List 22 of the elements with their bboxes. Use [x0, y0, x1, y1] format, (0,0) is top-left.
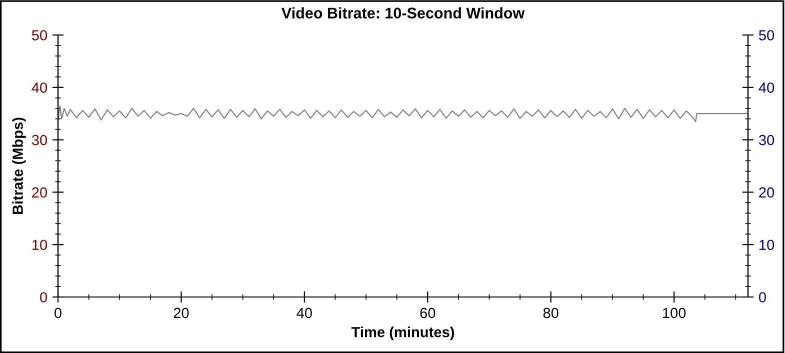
- y-tick-label: 40: [32, 82, 48, 93]
- y-tick-label: 50: [32, 30, 48, 40]
- y-tick-label: 30: [32, 134, 48, 146]
- y2-tick-label: 0: [758, 292, 766, 302]
- y-tick-label: 0: [40, 292, 48, 302]
- chart-title: Video Bitrate: 10-Second Window: [282, 7, 525, 18]
- y2-tick-label: 20: [759, 187, 774, 198]
- y2-tick-label: 10: [760, 240, 774, 250]
- x-tick-label: 0: [54, 308, 62, 318]
- x-tick-label: 60: [420, 308, 436, 318]
- y2-tick-label: 30: [758, 134, 774, 146]
- x-axis-title: Time (minutes): [351, 326, 454, 340]
- y-axis-title: Bitrate (Mbps): [12, 118, 26, 214]
- x-tick-label: 80: [543, 308, 558, 318]
- y-tick-label: 10: [32, 240, 48, 250]
- line-series: [58, 105, 748, 122]
- x-tick-label: 40: [296, 308, 312, 318]
- y2-tick-label: 40: [758, 82, 774, 93]
- y-tick-label: 20: [32, 187, 48, 198]
- x-tick-label: 20: [174, 308, 189, 318]
- x-tick-label: 100: [663, 308, 686, 318]
- y2-tick-label: 50: [759, 30, 774, 40]
